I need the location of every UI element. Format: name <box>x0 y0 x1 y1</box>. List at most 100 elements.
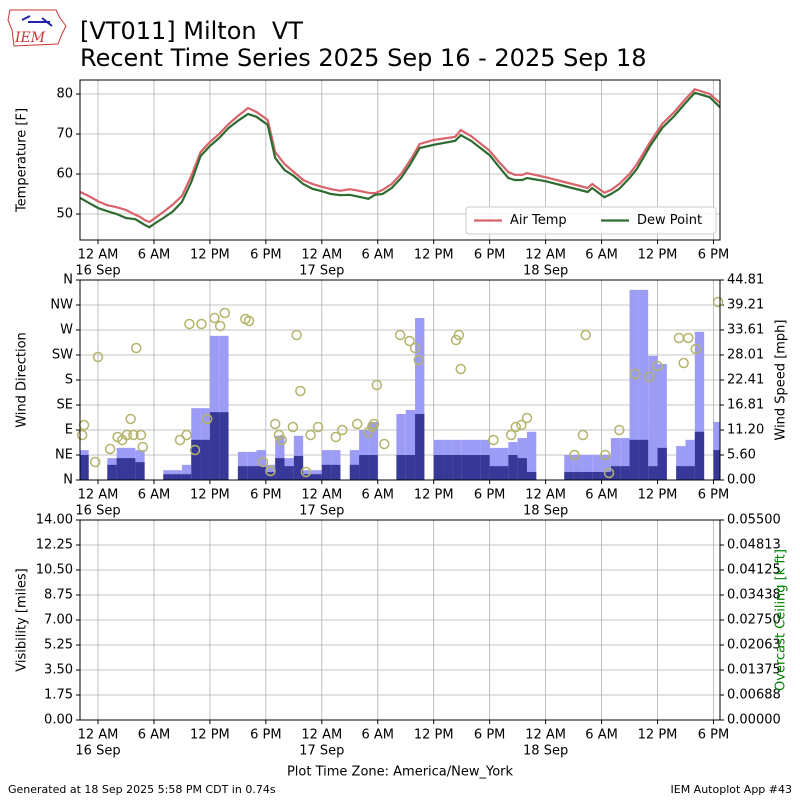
x-tick-label: 6 AM <box>362 248 395 263</box>
y-axis-label: Temperature [F] <box>15 108 30 213</box>
chart-subtitle: Recent Time Series 2025 Sep 16 - 2025 Se… <box>80 44 647 72</box>
point <box>409 342 421 354</box>
point <box>580 329 591 341</box>
y2-tick-label: 0.03438 <box>727 588 781 603</box>
point <box>273 429 285 441</box>
x-tick-label: 12 AM <box>525 248 566 263</box>
x-date-label: 16 Sep <box>75 264 120 279</box>
y2-tick-label: 39.21 <box>727 297 764 312</box>
point <box>89 456 101 468</box>
point <box>404 335 415 347</box>
bar <box>200 439 210 480</box>
y-tick-label: 8.75 <box>44 588 73 603</box>
y2-axis-label: Overcast Ceiling [k ft] <box>774 549 789 691</box>
point <box>312 421 324 433</box>
bar <box>312 474 322 480</box>
plot-frame <box>79 279 721 481</box>
y-tick-label: 5.25 <box>44 638 73 653</box>
y2-tick-label: 0.04125 <box>727 563 781 578</box>
point <box>379 438 390 450</box>
x-tick-label: 6 AM <box>585 728 618 743</box>
point <box>600 449 611 461</box>
bar <box>303 474 313 480</box>
bar <box>526 431 537 480</box>
bar <box>135 462 145 480</box>
bar <box>564 455 574 480</box>
x-tick-label: 12 AM <box>78 488 119 503</box>
point <box>505 429 517 441</box>
bar <box>582 471 593 480</box>
bar <box>284 466 294 480</box>
point <box>300 466 312 478</box>
y-tick-label: N <box>63 473 73 488</box>
bar <box>694 431 705 480</box>
point <box>577 429 589 441</box>
bar <box>209 335 220 480</box>
bar <box>657 363 667 480</box>
bar <box>368 421 378 480</box>
y2-tick-label: 0.00688 <box>727 688 781 703</box>
y2-tick-label: 0.05500 <box>727 513 781 528</box>
x-date-label: 18 Sep <box>523 264 568 279</box>
x-tick-label: 6 AM <box>138 728 171 743</box>
logo-text: IEM <box>14 30 46 46</box>
bar <box>396 413 406 480</box>
x-date-label: 17 Sep <box>299 264 344 279</box>
y2-tick-label: 0.04813 <box>727 538 781 553</box>
point <box>184 318 195 330</box>
y-tick-label: 10.50 <box>36 563 73 578</box>
x-tick-label: 12 PM <box>638 488 678 503</box>
bar <box>601 455 611 480</box>
bar <box>508 455 518 480</box>
y2-tick-label: 0.00000 <box>727 713 781 728</box>
x-tick-label: 6 PM <box>250 728 281 743</box>
bar <box>349 464 360 480</box>
bar <box>489 447 499 480</box>
y2-tick-label: 0.02750 <box>727 613 781 628</box>
bar <box>498 466 509 480</box>
bar <box>676 466 686 480</box>
point <box>351 418 363 430</box>
point <box>135 429 147 441</box>
y-tick-label: 0.00 <box>44 713 73 728</box>
point <box>196 318 207 330</box>
bar <box>592 455 602 480</box>
bar <box>582 455 593 480</box>
y2-tick-label: 28.01 <box>727 347 764 362</box>
point <box>652 360 663 372</box>
x-tick-label: 12 AM <box>78 248 119 263</box>
bar <box>181 464 192 480</box>
point <box>276 434 287 446</box>
bar <box>275 458 285 480</box>
bar <box>359 455 369 480</box>
point <box>629 368 641 380</box>
x-tick-label: 6 AM <box>585 248 618 263</box>
x-tick-label: 6 PM <box>698 728 729 743</box>
legend-label: Dew Point <box>637 213 702 228</box>
bar <box>415 317 425 480</box>
y-tick-label: 7.00 <box>44 613 73 628</box>
point <box>453 329 465 341</box>
point <box>455 363 467 375</box>
y-tick-label: 12.25 <box>36 538 73 553</box>
footer-generated: Generated at 18 Sep 2025 5:58 PM CDT in … <box>8 783 276 796</box>
point <box>130 342 142 354</box>
point <box>269 418 281 430</box>
bar <box>256 450 266 480</box>
point <box>201 413 213 425</box>
bar <box>638 289 649 480</box>
bar <box>116 458 126 480</box>
legend-label: Air Temp <box>510 213 567 228</box>
x-tick-label: 6 AM <box>362 728 395 743</box>
y-axis-label: Visibility [miles] <box>15 568 30 671</box>
point <box>643 371 655 383</box>
point <box>257 456 269 468</box>
point <box>371 379 383 391</box>
y2-tick-label: 11.20 <box>727 423 764 438</box>
plot-frame <box>79 519 721 721</box>
x-tick-label: 6 PM <box>698 248 729 263</box>
point <box>181 429 192 441</box>
bar <box>685 466 695 480</box>
